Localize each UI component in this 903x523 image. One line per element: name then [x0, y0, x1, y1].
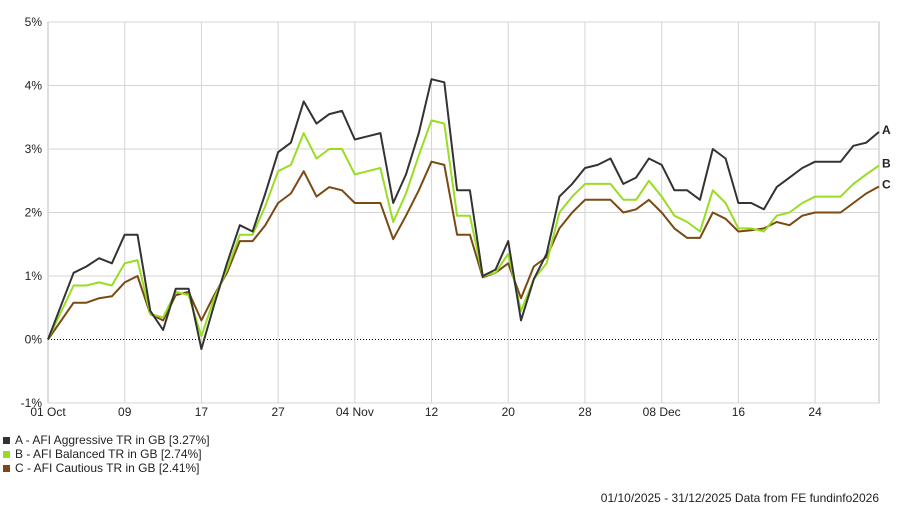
x-tick-label: 28	[578, 405, 592, 419]
series-line-a	[47, 78, 880, 350]
x-tick-label: 27	[271, 405, 285, 419]
legend-label-c: C - AFI Cautious TR in GB [2.41%]	[15, 461, 200, 475]
y-tick-label: 5%	[25, 15, 43, 29]
x-tick-label: 17	[195, 405, 209, 419]
x-tick-label: 09	[118, 405, 132, 419]
legend-swatch-b	[3, 450, 10, 458]
series-tag-b: B	[882, 157, 891, 171]
series-tag-a: A	[882, 123, 891, 137]
x-tick-label: 24	[808, 405, 822, 419]
series-tag-c: C	[882, 177, 891, 191]
chart-legend: A - AFI Aggressive TR in GB [3.27%] B - …	[3, 433, 210, 475]
x-tick-label: 08 Dec	[643, 405, 681, 419]
date-range-footer: 01/10/2025 - 31/12/2025 Data from FE fun…	[600, 491, 879, 505]
x-tick-label: 16	[732, 405, 746, 419]
legend-label-a: A - AFI Aggressive TR in GB [3.27%]	[15, 433, 210, 447]
legend-item-b: B - AFI Balanced TR in GB [2.74%]	[3, 447, 210, 461]
series-line-b	[47, 119, 880, 340]
x-tick-label: 04 Nov	[336, 405, 374, 419]
y-tick-label: 4%	[25, 79, 43, 93]
x-tick-label: 20	[502, 405, 516, 419]
x-tick-label: 12	[425, 405, 439, 419]
y-tick-label: 0%	[25, 333, 43, 347]
legend-item-a: A - AFI Aggressive TR in GB [3.27%]	[3, 433, 210, 447]
y-tick-label: 1%	[25, 269, 43, 283]
legend-item-c: C - AFI Cautious TR in GB [2.41%]	[3, 461, 210, 475]
x-tick-label: 01 Oct	[30, 405, 66, 419]
legend-swatch-a	[3, 436, 10, 444]
y-tick-label: -1%	[21, 396, 43, 410]
y-tick-label: 3%	[25, 142, 43, 156]
y-tick-label: 2%	[25, 206, 43, 220]
legend-swatch-c	[3, 464, 10, 472]
series-line-c	[47, 160, 880, 341]
line-chart: -1% 0% 1% 2% 3% 4% 5% 01 Oct 09 17 27 04 Nov 12 20 28 0…	[21, 15, 891, 419]
legend-label-b: B - AFI Balanced TR in GB [2.74%]	[15, 447, 202, 461]
